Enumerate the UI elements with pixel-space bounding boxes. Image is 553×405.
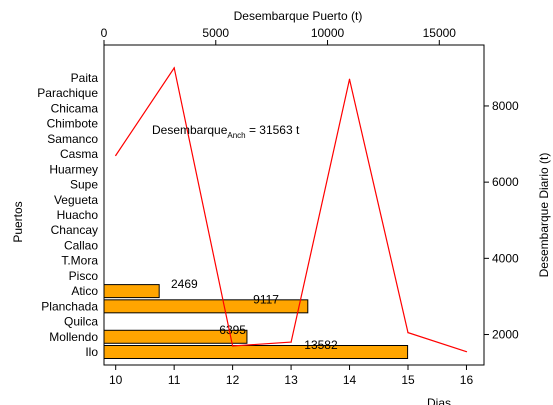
bottom-tick-label: 16 — [460, 373, 474, 387]
daily-landing-point — [407, 332, 409, 334]
daily-landing-point — [232, 345, 234, 347]
right-tick-label: 6000 — [492, 175, 519, 189]
top-axis: Desembarque Puerto (t) 0 5000 10000 15000 — [101, 9, 457, 45]
category-label-huarmey: Huarmey — [49, 162, 98, 176]
category-label-parachique: Parachique — [37, 86, 98, 100]
category-label-quilca: Quilca — [64, 315, 98, 329]
category-label-callao: Callao — [64, 238, 98, 252]
daily-landing-point — [290, 341, 292, 343]
category-label-pisco: Pisco — [69, 269, 99, 283]
category-label-samanco: Samanco — [47, 132, 98, 146]
bottom-tick-label: 11 — [168, 373, 181, 387]
bar-label-planchada: 9117 — [253, 292, 279, 306]
total-annotation-main: Desembarque — [152, 123, 228, 137]
bar-label-mollendo: 6395 — [219, 323, 246, 337]
bar-atico — [103, 284, 160, 299]
left-axis: Puertos — [11, 201, 25, 242]
bottom-tick-label: 12 — [226, 373, 240, 387]
category-label-casma: Casma — [60, 147, 98, 161]
right-tick-label: 8000 — [492, 99, 519, 113]
annotation: DesembarqueAnch = 31563 t — [152, 123, 300, 140]
right-tick-label: 2000 — [492, 328, 519, 342]
category-label-ilo: Ilo — [85, 345, 98, 359]
category-label-chimbote: Chimbote — [47, 117, 99, 131]
category-label-paita: Paita — [71, 71, 99, 85]
category-label-mollendo: Mollendo — [49, 330, 98, 344]
bar-label-ilo: 13582 — [304, 338, 338, 352]
plot-frame — [103, 44, 485, 366]
bar-label-atico: 2469 — [171, 277, 198, 291]
bottom-axis-title: Dias — [427, 396, 451, 405]
bottom-tick-label: 15 — [401, 373, 415, 387]
daily-landing-point — [465, 351, 468, 353]
bottom-tick-label: 14 — [343, 373, 357, 387]
category-label-chancay: Chancay — [51, 223, 98, 237]
top-tick-label: 10000 — [311, 26, 345, 40]
daily-landing-point — [173, 67, 175, 69]
top-tick-label: 0 — [101, 26, 108, 40]
bar-ilo — [103, 345, 409, 359]
right-tick-label: 4000 — [492, 251, 519, 265]
total-annotation-sub: Anch — [227, 131, 245, 140]
daily-landing-point — [115, 154, 117, 157]
category-label-chicama: Chicama — [51, 101, 99, 115]
right-axis: Desembarque Diario (t) 2000 4000 6000 8000 — [484, 99, 551, 342]
bottom-axis: Dias 10 11 12 13 14 15 16 — [109, 365, 473, 405]
category-label-huacho: Huacho — [57, 208, 99, 222]
top-tick-label: 5000 — [202, 26, 229, 40]
category-label-supe: Supe — [70, 178, 98, 192]
category-label-vegueta: Vegueta — [54, 193, 98, 207]
top-axis-title: Desembarque Puerto (t) — [234, 9, 363, 23]
category-label-t-mora: T.Mora — [61, 254, 98, 268]
bottom-tick-label: 13 — [284, 373, 298, 387]
total-annotation: DesembarqueAnch = 31563 t — [152, 123, 300, 140]
right-axis-title: Desembarque Diario (t) — [537, 153, 551, 278]
category-label-atico: Atico — [71, 284, 98, 298]
left-axis-title: Puertos — [11, 201, 25, 242]
bottom-tick-label: 10 — [109, 373, 123, 387]
category-label-planchada: Planchada — [41, 299, 98, 313]
total-annotation-tail: = 31563 t — [246, 123, 300, 137]
top-tick-label: 15000 — [423, 26, 457, 40]
daily-landing-point — [348, 78, 351, 80]
